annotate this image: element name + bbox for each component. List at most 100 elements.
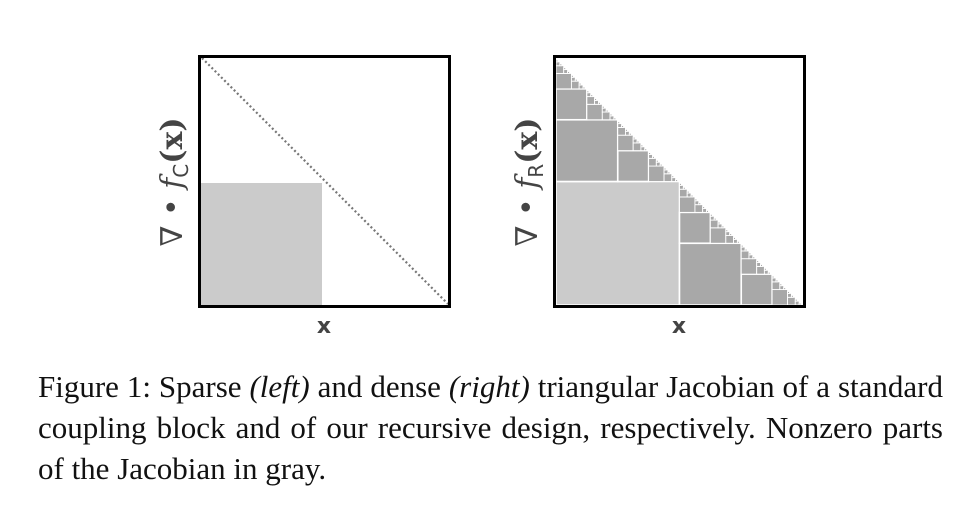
jacobian-block-level-6: [621, 125, 624, 128]
jacobian-block-level-5: [779, 285, 785, 291]
figure-caption: Figure 1: Sparse (left) and dense (right…: [38, 369, 943, 486]
jacobian-block-level-4: [694, 204, 704, 213]
jacobian-block-level-4: [601, 111, 611, 121]
jacobian-block-level-5: [648, 154, 653, 159]
jacobian-block-level-6: [756, 260, 760, 263]
jacobian-block-level-5: [709, 215, 715, 221]
jacobian-block-level-5: [717, 223, 723, 229]
jacobian-block-level-6: [648, 152, 652, 155]
jacobian-block-level-6: [713, 217, 717, 221]
jacobian-block-level-5: [663, 169, 669, 175]
jacobian-block-level-6: [763, 267, 767, 271]
jacobian-block-level-5: [702, 208, 707, 213]
jacobian-block-level-6: [679, 182, 682, 186]
jacobian-block-level-4: [586, 96, 596, 105]
jacobian-block-level-5: [671, 177, 677, 182]
jacobian-block-level-5: [594, 100, 599, 105]
jacobian-block-level-6: [702, 206, 706, 209]
figure-graphic: x ∇ • fC(x) x ∇ • fR(x): [155, 55, 806, 339]
jacobian-block-level-5: [733, 238, 738, 244]
left-xlabel: x: [317, 314, 331, 339]
jacobian-block-level-6: [775, 279, 779, 283]
jacobian-block-level-4: [555, 65, 565, 74]
jacobian-block-level-6: [733, 237, 736, 240]
jacobian-block-level-6: [736, 240, 740, 244]
jacobian-block-level-6: [632, 136, 636, 140]
jacobian-block-level-3: [740, 258, 758, 275]
jacobian-block-level-3: [648, 165, 665, 182]
jacobian-block-level-5: [694, 200, 700, 206]
jacobian-block-level-5: [586, 92, 592, 98]
jacobian-block-level-6: [709, 213, 713, 217]
jacobian-block-level-5: [748, 254, 754, 260]
jacobian-block-level-6: [570, 74, 574, 78]
jacobian-block-level-4: [570, 80, 580, 90]
jacobian-block-level-3: [617, 134, 634, 152]
jacobian-block-level-5: [555, 61, 561, 67]
jacobian-block-level-6: [706, 209, 709, 213]
left-frame: [198, 55, 451, 308]
jacobian-block-level-5: [609, 115, 615, 121]
jacobian-block-level-6: [574, 78, 578, 82]
left-diagonal: [201, 57, 449, 305]
jacobian-block-level-5: [625, 130, 630, 136]
jacobian-block-level-4: [648, 157, 657, 167]
jacobian-block-level-6: [586, 90, 590, 94]
jacobian-block-level-5: [787, 292, 792, 298]
jacobian-block-level-6: [567, 71, 570, 74]
jacobian-block-level-2: [678, 211, 712, 245]
jacobian-block-level-5: [740, 246, 746, 252]
jacobian-block-level-6: [686, 190, 690, 194]
jacobian-block-level-3: [709, 227, 727, 244]
jacobian-block-level-6: [613, 117, 617, 121]
jacobian-block-level-3: [679, 196, 696, 213]
jacobian-block-level-5: [617, 123, 623, 128]
jacobian-block-level-5: [686, 192, 692, 198]
jacobian-block-level-6: [690, 194, 694, 198]
caption-label: Figure 1:: [38, 369, 151, 404]
jacobian-block-level-6: [563, 67, 567, 71]
jacobian-block-level-6: [628, 132, 632, 136]
jacobian-block-level-6: [640, 144, 644, 148]
left-lower-block: [201, 183, 322, 305]
jacobian-block-level-3: [771, 289, 789, 306]
jacobian-block-level-5: [578, 84, 584, 90]
jacobian-block-level-6: [636, 140, 640, 144]
jacobian-block-level-6: [698, 202, 702, 206]
jacobian-block-level-6: [671, 175, 675, 179]
jacobian-block-level-4: [771, 281, 781, 291]
jacobian-block-level-5: [756, 262, 761, 267]
jacobian-block-level-4: [740, 250, 750, 260]
jacobian-block-level-6: [559, 63, 563, 67]
jacobian-block-level-5: [771, 277, 777, 283]
jacobian-block-level-6: [798, 302, 802, 306]
jacobian-block-level-5: [679, 184, 684, 190]
jacobian-block-level-5: [655, 161, 661, 167]
jacobian-block-level-6: [555, 59, 559, 63]
jacobian-block-level-6: [655, 159, 659, 163]
jacobian-block-level-4: [632, 142, 642, 152]
panel-right: x ∇ • fR(x): [510, 55, 806, 339]
right-frame: [553, 55, 806, 308]
jacobian-block-level-6: [590, 94, 594, 98]
jacobian-block-level-4: [679, 188, 688, 198]
jacobian-block-level-5: [640, 146, 646, 152]
jacobian-block-level-6: [617, 121, 621, 125]
jacobian-block-level-3: [555, 72, 572, 90]
jacobian-block-level-6: [790, 294, 794, 298]
jacobian-block-level-1: [555, 118, 619, 183]
jacobian-block-level-5: [794, 300, 800, 306]
jacobian-block-level-6: [578, 82, 582, 86]
jacobian-block-level-6: [667, 171, 671, 175]
jacobian-block-level-6: [609, 113, 613, 117]
jacobian-block-level-6: [721, 225, 725, 229]
jacobian-block-level-5: [563, 69, 569, 74]
jacobian-block-level-6: [760, 264, 763, 267]
jacobian-block-level-6: [729, 233, 733, 236]
jacobian-block-level-4: [756, 265, 765, 275]
jacobian-block-level-6: [767, 271, 771, 275]
jacobian-block-level-6: [582, 86, 586, 90]
jacobian-block-level-6: [752, 256, 756, 260]
jacobian-block-level-3: [586, 103, 603, 121]
right-ylabel: ∇ • fR(x): [510, 117, 548, 246]
